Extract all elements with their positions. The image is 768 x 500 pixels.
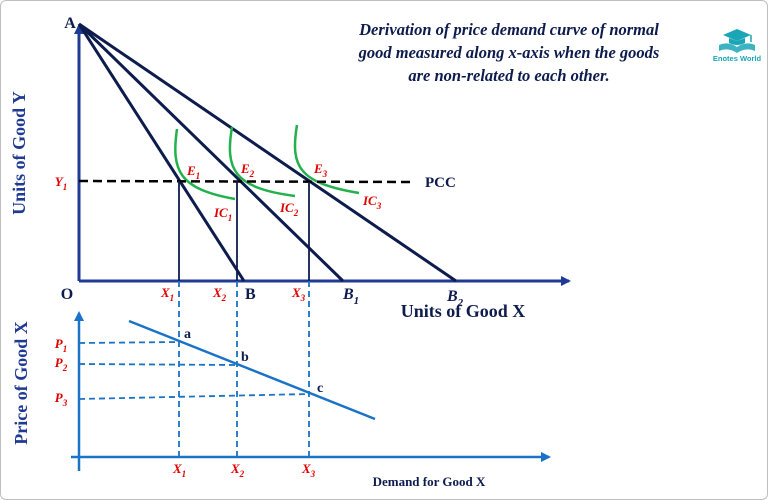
budget-endpoint-b2: B2 <box>446 288 464 309</box>
top-y-axis-label: Units of Good Y <box>9 91 29 215</box>
price-p1-label: P1 <box>55 336 67 354</box>
budget-line-ab <box>77 23 246 282</box>
title-line-1: Derivation of price demand curve of norm… <box>358 20 659 39</box>
ic1-label: IC1 <box>213 205 232 223</box>
indifference-curve-ic2 <box>228 126 296 198</box>
demand-curve <box>128 319 376 421</box>
bottom-x-axis-label: Demand for Good X <box>373 474 486 489</box>
title-block: Derivation of price demand curve of norm… <box>358 20 660 85</box>
budget-line-ab1 <box>77 22 345 283</box>
ic2-label: IC2 <box>279 200 299 218</box>
bottom-x3-label: X3 <box>301 461 316 479</box>
pcc-label: PCC <box>425 175 456 191</box>
bottom-y-axis-label: Price of Good X <box>11 321 31 444</box>
top-x2-label: X2 <box>212 285 227 303</box>
bottom-x2-label: X2 <box>230 461 245 479</box>
y1-label: Y1 <box>55 174 67 192</box>
title-line-3: are non-related to each other. <box>408 66 609 85</box>
budget-endpoint-b1: B1 <box>342 286 359 307</box>
demand-point-c: c <box>317 381 323 396</box>
ic3-label: IC3 <box>362 193 382 211</box>
dashed-price-p2 <box>78 363 238 366</box>
dashed-price-p3 <box>78 393 310 400</box>
indifference-curve-ic1 <box>174 128 236 201</box>
dashed-price-p1 <box>78 341 180 344</box>
price-p2-label: P2 <box>55 355 68 373</box>
logo-text: Enotes World <box>713 54 762 63</box>
intercept-label-a: A <box>64 15 76 32</box>
equilibrium-e1: E1 <box>186 163 200 181</box>
equilibrium-e2: E2 <box>240 161 255 179</box>
indifference-curve-ic3 <box>293 124 360 195</box>
top-x3-label: X3 <box>291 285 306 303</box>
equilibrium-e3: E3 <box>313 161 328 179</box>
logo: Enotes World <box>713 29 762 63</box>
bottom-x1-label: X1 <box>172 461 186 479</box>
budget-endpoint-b: B <box>245 286 256 303</box>
top-x1-label: X1 <box>160 285 174 303</box>
book-graduation-cap-icon <box>719 29 755 53</box>
price-p3-label: P3 <box>55 390 68 408</box>
demand-point-b: b <box>241 350 249 365</box>
title-line-2: good measured along x-axis when the good… <box>358 43 660 62</box>
budget-line-ab2 <box>78 22 457 283</box>
top-x-axis-label: Units of Good X <box>401 301 526 321</box>
demand-point-a: a <box>184 327 191 342</box>
origin-label: O <box>61 286 73 303</box>
